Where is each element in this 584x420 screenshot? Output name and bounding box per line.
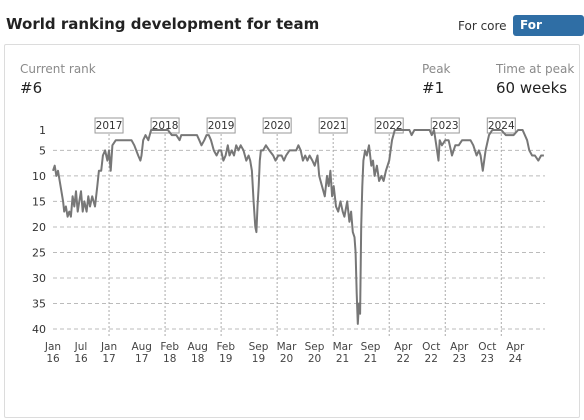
- year-marker-box: [94, 117, 124, 134]
- x-tick-month-label: Mar: [277, 341, 297, 353]
- year-marker-box: [262, 117, 292, 134]
- current-rank-value: #6: [20, 79, 43, 97]
- x-tick-year-label: 23: [453, 353, 466, 365]
- x-tick-year-label: 22: [397, 353, 410, 365]
- y-tick-label: 40: [32, 323, 46, 336]
- x-tick-year-label: 21: [336, 353, 349, 365]
- x-tick-month-label: Sep: [305, 341, 325, 353]
- x-tick-month-label: Sep: [249, 341, 269, 353]
- y-tick-label: 25: [32, 246, 46, 259]
- ranking-series-line: [52, 129, 544, 325]
- x-tick-month-label: Jan: [100, 341, 117, 353]
- x-tick-month-label: Jan: [44, 341, 61, 353]
- peak-label: Peak: [422, 62, 451, 76]
- y-tick-label: 35: [32, 297, 46, 310]
- x-tick-month-label: Oct: [478, 341, 496, 353]
- ranking-card: [4, 44, 580, 418]
- year-marker-box: [206, 117, 236, 134]
- x-tick-year-label: 20: [308, 353, 321, 365]
- year-marker-label: 2021: [320, 120, 347, 132]
- x-tick-month-label: Jul: [74, 341, 88, 353]
- x-tick-month-label: Feb: [216, 341, 235, 353]
- x-tick-year-label: 21: [364, 353, 377, 365]
- x-tick-year-label: 17: [102, 353, 115, 365]
- year-marker-label: 2023: [432, 120, 459, 132]
- x-tick-year-label: 16: [46, 353, 60, 365]
- x-tick-year-label: 18: [191, 353, 204, 365]
- peak-value: #1: [422, 79, 445, 97]
- x-tick-year-label: 19: [219, 353, 232, 365]
- year-marker-box: [430, 117, 460, 134]
- x-tick-year-label: 23: [481, 353, 494, 365]
- x-tick-month-label: Apr: [394, 341, 413, 353]
- x-tick-month-label: Sep: [361, 341, 381, 353]
- x-tick-year-label: 24: [509, 353, 523, 365]
- year-marker-box: [318, 117, 348, 134]
- x-tick-month-label: Aug: [187, 341, 208, 353]
- x-tick-year-label: 20: [280, 353, 293, 365]
- time-at-peak-value: 60 weeks: [496, 79, 568, 97]
- year-marker-label: 2020: [264, 120, 291, 132]
- y-tick-label: 5: [39, 144, 46, 157]
- x-tick-year-label: 17: [135, 353, 148, 365]
- toggle-for-core-button[interactable]: For core: [458, 19, 507, 33]
- x-tick-month-label: Aug: [131, 341, 152, 353]
- current-rank-label: Current rank: [20, 62, 96, 76]
- y-tick-label: 15: [32, 195, 46, 208]
- y-tick-label: 30: [32, 272, 46, 285]
- y-tick-label: 20: [32, 221, 46, 234]
- year-marker-label: 2017: [96, 120, 123, 132]
- x-tick-year-label: 16: [74, 353, 88, 365]
- y-tick-label: 10: [32, 170, 46, 183]
- year-marker-label: 2019: [208, 120, 235, 132]
- x-tick-year-label: 18: [163, 353, 176, 365]
- x-tick-month-label: Apr: [450, 341, 469, 353]
- toggle-for-team-button[interactable]: For team: [513, 15, 584, 53]
- time-at-peak-label: Time at peak: [496, 62, 575, 76]
- x-tick-month-label: Oct: [422, 341, 440, 353]
- x-tick-year-label: 19: [252, 353, 265, 365]
- header: World ranking development for team For c…: [0, 0, 584, 53]
- x-tick-year-label: 22: [425, 353, 438, 365]
- y-tick-label: 1: [39, 124, 46, 137]
- x-tick-month-label: Feb: [160, 341, 179, 353]
- page-title: World ranking development for team: [6, 15, 320, 33]
- x-tick-month-label: Apr: [506, 341, 525, 353]
- x-tick-month-label: Mar: [333, 341, 353, 353]
